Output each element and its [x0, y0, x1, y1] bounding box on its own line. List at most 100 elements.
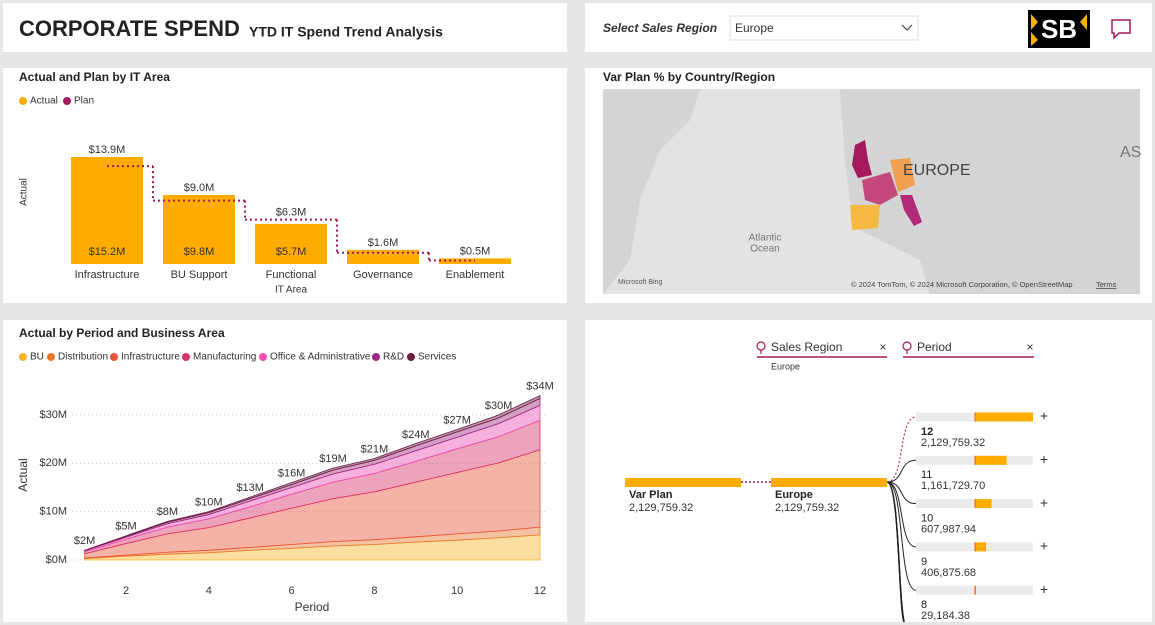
bar	[255, 223, 327, 264]
node-name: Var Plan	[629, 489, 673, 501]
tree-panel	[585, 320, 1152, 622]
filter-remove: ×	[1026, 340, 1033, 354]
legend-marker	[259, 353, 267, 361]
area-panel	[3, 320, 567, 622]
y-axis-label: Actual	[19, 178, 30, 206]
child-bar	[975, 455, 1007, 465]
child-name: 10	[921, 513, 933, 525]
total-label: $34M	[526, 381, 554, 393]
x-tick-label: 8	[371, 585, 377, 597]
expand-button[interactable]: +	[1040, 408, 1048, 424]
bar-value-label: $15.2M	[89, 246, 126, 258]
child-bar	[975, 542, 987, 552]
continent-label: AS	[1120, 144, 1141, 161]
x-tick-label: 6	[289, 585, 295, 597]
child-name: 8	[921, 599, 927, 611]
ocean-label: Atlantic	[749, 233, 782, 244]
expand-button[interactable]: +	[1040, 538, 1048, 554]
y-tick-label: $20M	[39, 457, 67, 469]
child-value: 1,161,729.70	[921, 480, 985, 492]
slicer-value: Europe	[735, 21, 774, 35]
tree-connector	[886, 459, 917, 483]
legend-marker	[19, 353, 27, 361]
child-bar	[975, 499, 992, 509]
filter-remove: ×	[879, 340, 886, 354]
child-name: 12	[921, 426, 933, 438]
plan-value-label: $13.9M	[89, 144, 126, 156]
bar-value-label: $5.7M	[276, 246, 307, 258]
legend-marker	[19, 97, 27, 105]
x-tick-label: 12	[534, 585, 546, 597]
bar-value-label: $9.8M	[184, 246, 215, 258]
x-tick-label: 2	[123, 585, 129, 597]
node-bar	[771, 478, 887, 487]
header-panel	[3, 3, 567, 52]
expand-button[interactable]: +	[1040, 494, 1048, 510]
legend-marker	[63, 97, 71, 105]
map-land	[840, 89, 1140, 294]
node-name: Europe	[775, 489, 813, 501]
map-country	[890, 158, 915, 192]
logo	[1028, 10, 1090, 48]
ocean-label: Ocean	[750, 244, 779, 255]
chart-title: Actual by Period and Business Area	[19, 326, 225, 340]
child-bar	[975, 412, 1033, 422]
legend-marker	[110, 353, 118, 361]
expand-button[interactable]: +	[1040, 581, 1048, 597]
page-subtitle: YTD IT Spend Trend Analysis	[249, 24, 443, 40]
plan-value-label: $1.6M	[368, 237, 399, 249]
child-value: 406,875.68	[921, 567, 976, 579]
total-label: $13M	[236, 482, 264, 494]
legend-label: Infrastructure	[121, 352, 180, 363]
y-tick-label: $0M	[46, 554, 67, 566]
map-title: Var Plan % by Country/Region	[603, 70, 775, 84]
legend-label: Distribution	[58, 352, 108, 363]
legend-label: R&D	[383, 352, 404, 363]
child-name: 11	[921, 469, 932, 481]
legend-label: Services	[418, 352, 456, 363]
map-country	[852, 140, 872, 178]
map-country	[862, 172, 898, 205]
map-country	[900, 195, 922, 226]
node-value: 2,129,759.32	[775, 502, 839, 514]
expand-button[interactable]: +	[1040, 451, 1048, 467]
legend-marker	[182, 353, 190, 361]
tree-connector	[886, 481, 906, 625]
total-label: $19M	[319, 453, 347, 465]
dropdown-chevron[interactable]	[901, 24, 913, 31]
area	[84, 395, 541, 551]
map-country	[850, 205, 880, 230]
legend-label: Manufacturing	[193, 352, 256, 363]
x-tick-label: Functional	[266, 269, 317, 281]
legend-label: Actual	[30, 96, 58, 107]
filter-field: Period	[917, 340, 952, 354]
map-provider: Microsoft Bing	[618, 279, 662, 286]
y-tick-label: $30M	[39, 409, 67, 421]
panel-gap	[585, 622, 1152, 625]
plan-value-label: $9.0M	[184, 182, 215, 194]
plan-value-label: $0.5M	[460, 245, 491, 257]
x-tick-label: 10	[451, 585, 463, 597]
node-bar	[625, 478, 741, 487]
tree-connector	[886, 481, 917, 591]
slicer-dropdown[interactable]	[729, 15, 919, 41]
total-label: $24M	[402, 429, 430, 441]
comment-icon[interactable]	[1111, 19, 1131, 40]
x-tick-label: BU Support	[171, 269, 228, 281]
map-land	[603, 89, 700, 294]
y-tick-label: $10M	[39, 506, 67, 518]
legend-marker	[372, 353, 380, 361]
x-axis-label: Period	[295, 600, 330, 614]
region-label: EUROPE	[903, 162, 971, 179]
map-terms[interactable]: Terms	[1096, 280, 1117, 289]
legend-marker	[47, 353, 55, 361]
total-label: $21M	[361, 443, 389, 455]
child-value: 607,987.94	[921, 524, 976, 536]
y-axis-label: Actual	[16, 458, 30, 491]
plan-value-label: $6.3M	[276, 207, 307, 219]
map-attribution: © 2024 TomTom, © 2024 Microsoft Corporat…	[851, 280, 1073, 289]
page-title: CORPORATE SPEND	[19, 16, 240, 41]
x-axis-label: IT Area	[275, 285, 307, 296]
slicer-label: Select Sales Region	[603, 21, 717, 35]
total-label: $16M	[278, 468, 306, 480]
